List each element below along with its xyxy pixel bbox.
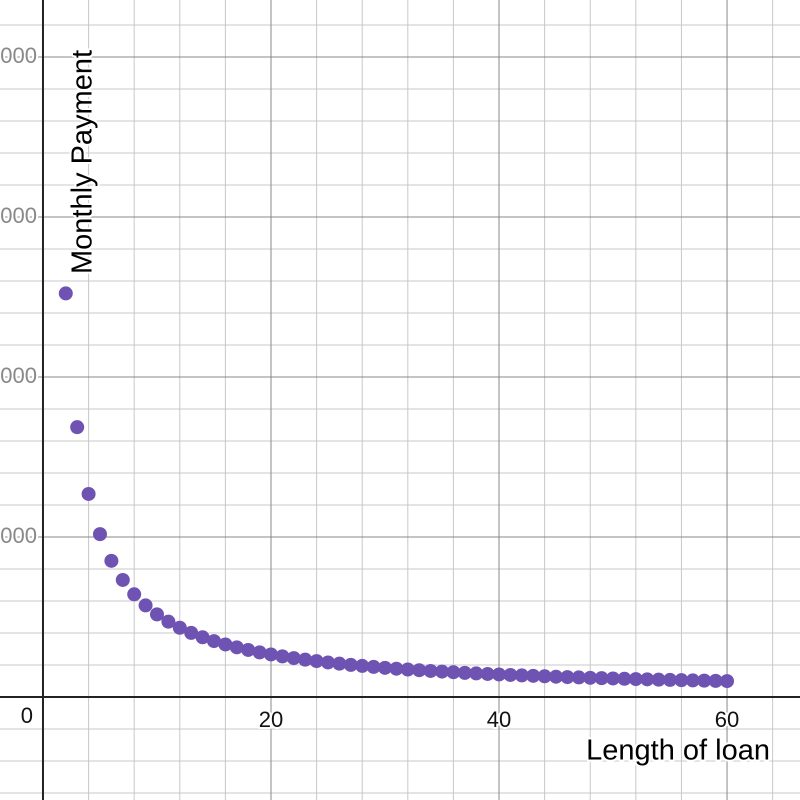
point xyxy=(480,666,495,681)
point xyxy=(389,661,404,676)
point xyxy=(104,553,119,568)
point xyxy=(446,665,461,680)
point xyxy=(206,634,221,649)
origin-label: 0 xyxy=(21,703,33,728)
point xyxy=(469,666,484,681)
point xyxy=(537,669,552,684)
point xyxy=(697,673,712,688)
point xyxy=(503,667,518,682)
x-tick-label: 40 xyxy=(487,707,511,732)
point xyxy=(663,672,678,687)
point xyxy=(492,667,507,682)
point xyxy=(172,620,187,635)
point xyxy=(674,673,689,688)
point xyxy=(298,652,313,667)
point xyxy=(514,668,529,683)
point xyxy=(309,654,324,669)
point xyxy=(435,664,450,679)
point xyxy=(81,486,96,501)
point xyxy=(275,649,290,664)
point xyxy=(138,598,153,613)
marks xyxy=(58,286,735,689)
point xyxy=(640,672,655,687)
point xyxy=(195,630,210,645)
point xyxy=(708,673,723,688)
point xyxy=(549,669,564,684)
point xyxy=(366,659,381,674)
point xyxy=(560,670,575,685)
point xyxy=(321,655,336,670)
y-tick-label: 8000 xyxy=(0,43,37,68)
point xyxy=(400,662,415,677)
point xyxy=(628,672,643,687)
point xyxy=(412,663,427,678)
point xyxy=(617,671,632,686)
point xyxy=(355,658,370,673)
point xyxy=(457,665,472,680)
point xyxy=(720,674,735,689)
y-axis-title: Monthly Payment xyxy=(67,50,99,274)
y-tick-label: 2000 xyxy=(0,523,37,548)
point xyxy=(526,668,541,683)
point xyxy=(149,607,164,622)
point xyxy=(184,625,199,640)
point xyxy=(343,657,358,672)
point xyxy=(218,637,233,652)
point xyxy=(378,660,393,675)
point xyxy=(252,645,267,660)
point xyxy=(594,671,609,686)
y-tick-label: 4000 xyxy=(0,363,37,388)
point xyxy=(583,670,598,685)
point xyxy=(127,587,142,602)
x-axis-title: Length of loan xyxy=(586,735,770,767)
point xyxy=(92,527,107,542)
point xyxy=(423,663,438,678)
point xyxy=(263,647,278,662)
point xyxy=(685,673,700,688)
x-tick-label: 60 xyxy=(715,707,739,732)
point xyxy=(161,614,176,629)
point xyxy=(332,656,347,671)
point xyxy=(651,672,666,687)
point xyxy=(115,572,130,587)
point xyxy=(58,286,73,301)
x-tick-label: 20 xyxy=(259,707,283,732)
point xyxy=(70,420,85,435)
point xyxy=(286,651,301,666)
point xyxy=(571,670,586,685)
point xyxy=(229,640,244,655)
point xyxy=(606,671,621,686)
point xyxy=(241,642,256,657)
